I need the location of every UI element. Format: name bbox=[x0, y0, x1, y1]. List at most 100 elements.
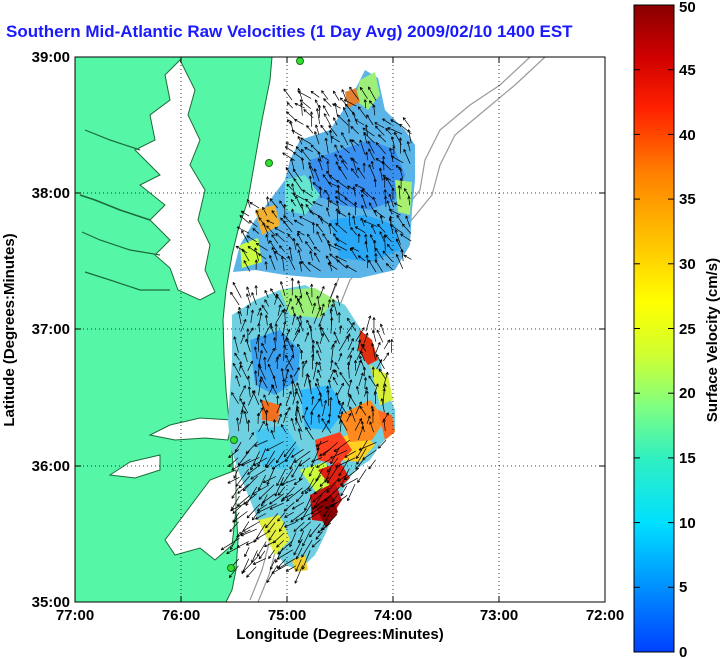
velocity-arrow bbox=[371, 408, 375, 423]
velocity-arrow bbox=[251, 292, 257, 305]
velocity-arrow bbox=[237, 310, 242, 325]
colorbar-ticks bbox=[634, 4, 674, 653]
velocity-arrow bbox=[357, 469, 367, 483]
velocity-arrow bbox=[357, 339, 362, 352]
velocity-arrow bbox=[304, 332, 310, 342]
velocity-arrow bbox=[255, 532, 268, 540]
velocity-arrow bbox=[304, 406, 309, 416]
velocity-arrow bbox=[266, 565, 278, 583]
velocity-arrow bbox=[220, 538, 240, 551]
velocity-arrow bbox=[239, 385, 246, 398]
velocity-arrow bbox=[247, 360, 253, 371]
velocity-arrow bbox=[258, 420, 265, 433]
velocity-arrow bbox=[258, 378, 263, 396]
velocity-arrow bbox=[383, 352, 390, 362]
velocity-arrow bbox=[295, 417, 303, 433]
velocity-arrow bbox=[313, 306, 322, 324]
velocity-arrow bbox=[339, 325, 343, 334]
velocity-arrow bbox=[247, 419, 251, 432]
velocity-arrow bbox=[334, 243, 348, 251]
velocity-arrow bbox=[292, 313, 297, 326]
velocity-arrow bbox=[291, 449, 304, 458]
velocity-arrow bbox=[366, 114, 374, 126]
velocity-arrow bbox=[315, 382, 323, 398]
velocity-arrow bbox=[253, 457, 268, 466]
velocity-arrow bbox=[231, 392, 239, 404]
velocity-arrow bbox=[351, 157, 358, 173]
velocity-arrow bbox=[308, 325, 313, 343]
velocity-arrow bbox=[403, 149, 411, 164]
velocity-arrow bbox=[326, 196, 331, 208]
velocity-arrow bbox=[232, 281, 242, 298]
velocity-arrow bbox=[298, 467, 306, 481]
velocity-arrow bbox=[275, 232, 285, 242]
velocity-arrow bbox=[266, 219, 275, 225]
velocity-arrow bbox=[232, 505, 242, 514]
velocity-arrow bbox=[365, 315, 372, 332]
velocity-arrow bbox=[280, 368, 284, 380]
velocity-arrow bbox=[378, 368, 386, 379]
velocity-arrow bbox=[360, 350, 365, 362]
velocity-arrow bbox=[276, 395, 280, 405]
velocity-arrow bbox=[336, 179, 350, 190]
velocity-arrow bbox=[326, 477, 340, 494]
velocity-arrow bbox=[242, 556, 258, 573]
velocity-arrow bbox=[344, 197, 358, 208]
velocity-arrow bbox=[379, 231, 385, 242]
velocity-arrow bbox=[318, 361, 322, 371]
velocity-arrow bbox=[239, 214, 250, 224]
velocity-arrow bbox=[394, 229, 401, 245]
velocity-arrow bbox=[230, 291, 240, 306]
velocity-arrow bbox=[305, 291, 313, 307]
velocity-arrow bbox=[335, 222, 348, 234]
lon-tick-label: 77:00 bbox=[56, 607, 94, 624]
velocity-arrow bbox=[274, 250, 287, 260]
velocity-arrow bbox=[256, 412, 260, 424]
velocity-arrow bbox=[314, 131, 320, 145]
velocity-arrow bbox=[365, 254, 369, 269]
velocity-arrow bbox=[318, 391, 323, 407]
velocity-arrow bbox=[291, 129, 302, 137]
velocity-arrow bbox=[339, 371, 350, 387]
velocity-arrow bbox=[285, 565, 296, 572]
velocity-arrow bbox=[368, 202, 378, 217]
velocity-arrow bbox=[293, 178, 303, 191]
velocity-arrow bbox=[290, 417, 296, 431]
velocity-arrow bbox=[265, 196, 270, 207]
velocity-arrow bbox=[385, 127, 392, 136]
velocity-arrow bbox=[277, 512, 286, 522]
velocity-arrow bbox=[313, 246, 321, 253]
velocity-arrow bbox=[293, 450, 311, 463]
velocity-arrow bbox=[388, 208, 401, 216]
velocity-arrow bbox=[321, 419, 330, 433]
velocity-arrow bbox=[352, 111, 358, 125]
velocity-arrow bbox=[307, 262, 321, 272]
velocity-arrow bbox=[251, 511, 259, 521]
velocity-arrow bbox=[373, 178, 377, 188]
velocity-arrow bbox=[395, 253, 404, 269]
velocity-arrow bbox=[255, 242, 268, 251]
velocity-arrow bbox=[305, 426, 314, 440]
velocity-arrow bbox=[379, 323, 385, 335]
velocity-arrow bbox=[373, 240, 377, 253]
velocity-arrow bbox=[258, 474, 267, 491]
velocity-arrow bbox=[269, 198, 278, 209]
velocity-arrow bbox=[269, 502, 284, 510]
velocity-arrow bbox=[242, 521, 261, 532]
velocity-arrow bbox=[372, 196, 378, 207]
velocity-arrow bbox=[246, 235, 257, 242]
velocity-arrow bbox=[299, 99, 311, 109]
velocity-arrow bbox=[247, 386, 251, 398]
velocity-arrow bbox=[347, 212, 351, 227]
velocity-arrow bbox=[241, 230, 249, 244]
velocity-arrow bbox=[245, 539, 257, 546]
velocity-arrow bbox=[301, 539, 313, 558]
velocity-arrow bbox=[347, 333, 351, 342]
velocity-arrow bbox=[376, 354, 385, 370]
velocity-arrow bbox=[356, 448, 367, 465]
velocity-arrow bbox=[382, 174, 392, 181]
velocity-arrow bbox=[295, 388, 303, 404]
velocity-arrow bbox=[352, 215, 356, 225]
velocity-arrow bbox=[319, 333, 325, 344]
